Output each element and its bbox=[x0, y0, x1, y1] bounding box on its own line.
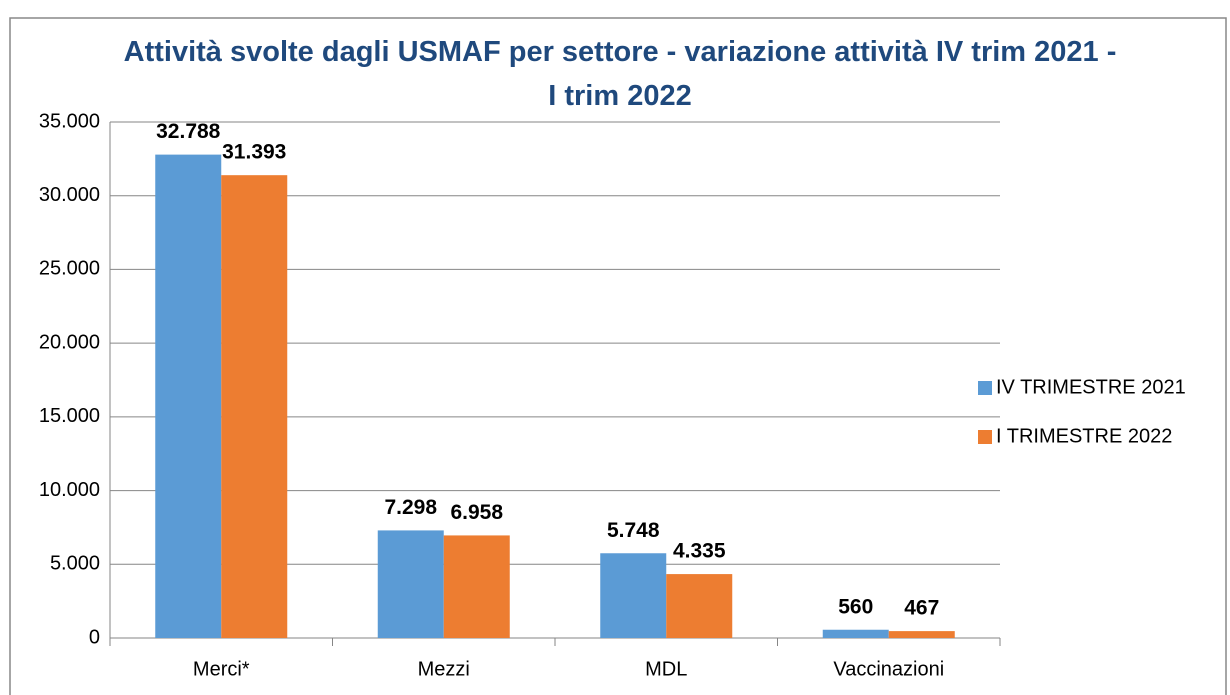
bar bbox=[155, 154, 222, 638]
bar bbox=[443, 535, 510, 638]
x-tick-label: Merci* bbox=[193, 658, 250, 680]
y-tick-label: 0 bbox=[89, 626, 100, 648]
data-label: 560 bbox=[838, 595, 873, 618]
bar bbox=[888, 631, 955, 638]
data-label: 31.393 bbox=[222, 141, 286, 164]
y-tick-label: 15.000 bbox=[39, 405, 100, 427]
legend-swatch bbox=[978, 430, 992, 444]
y-tick-label: 30.000 bbox=[39, 184, 100, 206]
bar bbox=[822, 629, 889, 638]
y-tick-label: 25.000 bbox=[39, 258, 100, 280]
bar bbox=[600, 553, 667, 638]
y-tick-label: 20.000 bbox=[39, 331, 100, 353]
data-label: 5.748 bbox=[607, 519, 660, 542]
data-label: 4.335 bbox=[673, 540, 726, 563]
data-label: 32.788 bbox=[156, 120, 221, 143]
legend-label: I TRIMESTRE 2022 bbox=[996, 425, 1172, 447]
y-tick-label: 35.000 bbox=[39, 110, 100, 132]
x-tick-label: Mezzi bbox=[418, 658, 470, 680]
data-label: 467 bbox=[904, 597, 939, 620]
bar bbox=[221, 175, 288, 638]
legend-label: IV TRIMESTRE 2021 bbox=[996, 376, 1186, 398]
data-label: 7.298 bbox=[384, 496, 437, 519]
legend-swatch bbox=[978, 381, 992, 395]
data-label: 6.958 bbox=[450, 501, 503, 524]
y-tick-label: 5.000 bbox=[50, 553, 100, 575]
bar bbox=[666, 574, 733, 638]
x-tick-label: Vaccinazioni bbox=[833, 658, 944, 680]
chart-frame bbox=[9, 17, 1227, 695]
bar bbox=[377, 530, 444, 638]
y-tick-label: 10.000 bbox=[39, 479, 100, 501]
chart-title: Attività svolte dagli USMAF per settore … bbox=[123, 36, 1117, 112]
x-tick-label: MDL bbox=[645, 658, 687, 680]
